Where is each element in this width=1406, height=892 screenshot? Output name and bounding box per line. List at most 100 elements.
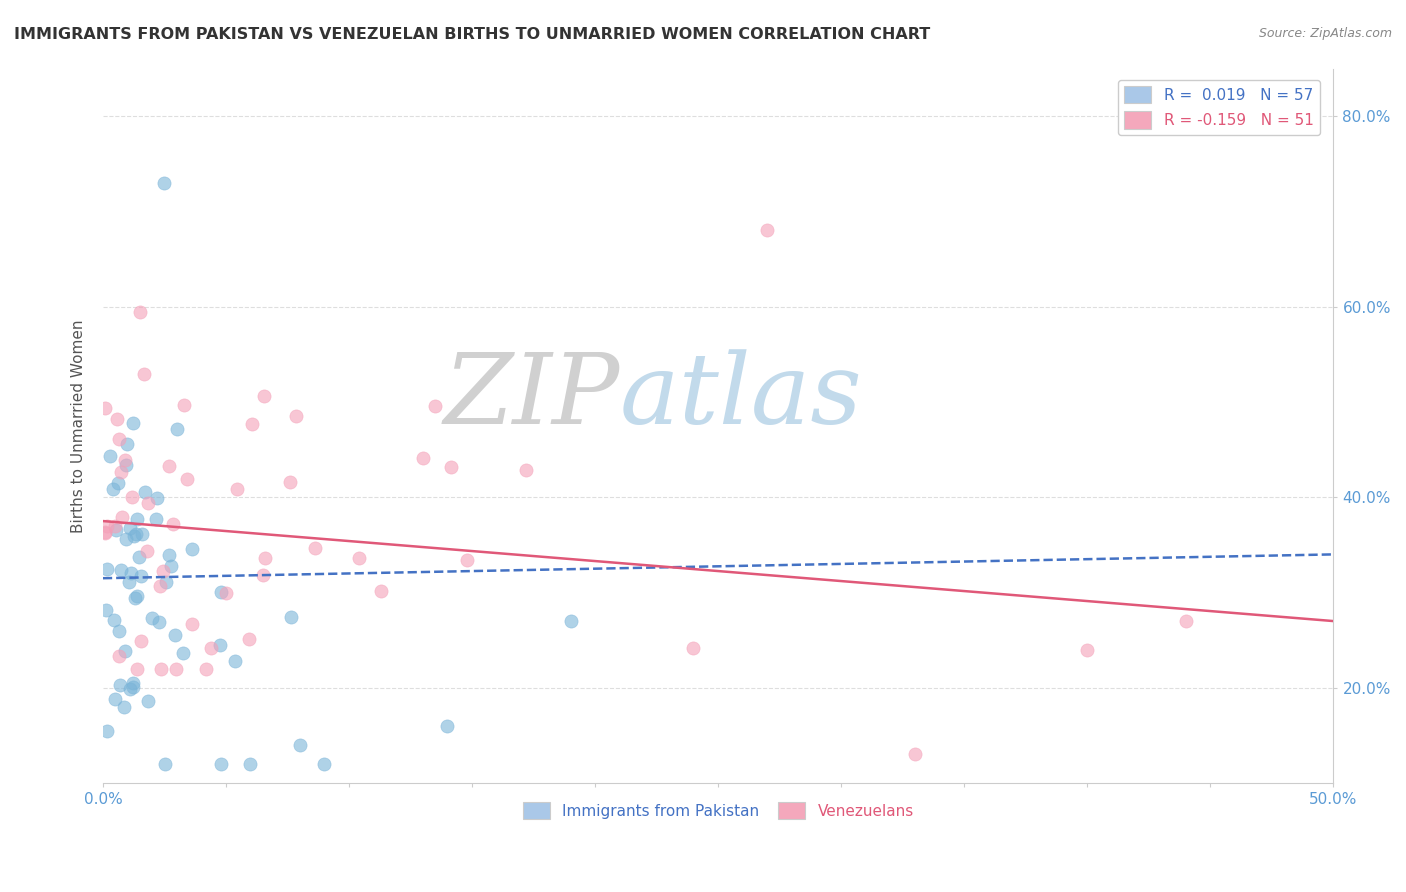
Point [153, 176, 176, 190]
Point [129, 634, 152, 648]
Point [96, 562, 118, 576]
Point [176, 472, 198, 486]
Point [94, 401, 117, 415]
Point [128, 550, 150, 565]
Point [125, 662, 148, 676]
Point [108, 677, 131, 691]
Text: Source: ZipAtlas.com: Source: ZipAtlas.com [1258, 27, 1392, 40]
Point [120, 681, 142, 696]
Point [208, 638, 231, 652]
Point [104, 692, 127, 706]
Text: atlas: atlas [620, 350, 862, 445]
Point [904, 747, 927, 762]
Point [173, 398, 195, 412]
Point [436, 719, 458, 733]
Point [120, 566, 142, 581]
Point [280, 610, 302, 624]
Point [105, 412, 128, 426]
Point [145, 512, 167, 526]
Point [224, 654, 246, 668]
Point [110, 465, 132, 479]
Point [215, 586, 238, 600]
Point [118, 521, 141, 535]
Point [103, 613, 125, 627]
Legend: Immigrants from Pakistan, Venezuelans: Immigrants from Pakistan, Venezuelans [516, 796, 920, 825]
Point [253, 389, 276, 403]
Point [122, 675, 145, 690]
Point [127, 511, 149, 525]
Point [110, 563, 132, 577]
Point [370, 583, 392, 598]
Point [108, 433, 131, 447]
Point [124, 591, 146, 605]
Point [560, 614, 582, 628]
Point [104, 518, 127, 533]
Point [114, 644, 136, 658]
Point [172, 646, 194, 660]
Point [98, 450, 121, 464]
Point [425, 399, 447, 413]
Point [280, 475, 302, 489]
Point [148, 615, 170, 629]
Point [252, 568, 274, 582]
Point [240, 417, 263, 431]
Point [1174, 614, 1197, 628]
Point [226, 483, 249, 497]
Point [288, 738, 311, 752]
Point [160, 558, 183, 573]
Point [121, 490, 143, 504]
Point [304, 541, 326, 555]
Point [108, 648, 131, 663]
Point [314, 756, 336, 771]
Point [440, 459, 463, 474]
Point [135, 543, 157, 558]
Point [96, 723, 118, 738]
Point [180, 616, 202, 631]
Point [149, 662, 172, 676]
Point [149, 579, 172, 593]
Point [132, 368, 155, 382]
Point [756, 223, 779, 237]
Point [107, 475, 129, 490]
Point [104, 523, 127, 537]
Point [96, 602, 118, 616]
Point [146, 491, 169, 506]
Point [162, 516, 184, 531]
Point [125, 589, 148, 603]
Point [108, 624, 131, 639]
Point [200, 640, 222, 655]
Point [118, 575, 141, 590]
Point [101, 482, 124, 496]
Point [159, 548, 181, 562]
Point [166, 422, 188, 436]
Point [239, 756, 262, 771]
Point [347, 550, 370, 565]
Point [134, 485, 156, 500]
Point [195, 662, 218, 676]
Point [238, 632, 260, 647]
Point [121, 417, 143, 431]
Point [136, 496, 159, 510]
Point [157, 458, 180, 473]
Point [114, 533, 136, 547]
Point [122, 529, 145, 543]
Point [412, 450, 434, 465]
Point [515, 463, 537, 477]
Point [155, 756, 177, 771]
Point [456, 553, 478, 567]
Text: ZIP: ZIP [443, 350, 620, 445]
Point [129, 568, 152, 582]
Point [112, 699, 135, 714]
Point [152, 565, 174, 579]
Point [96, 519, 118, 533]
Point [111, 509, 134, 524]
Point [136, 694, 159, 708]
Point [253, 550, 276, 565]
Point [141, 610, 163, 624]
Point [115, 437, 138, 451]
Point [682, 640, 704, 655]
Point [94, 525, 117, 540]
Point [125, 526, 148, 541]
Point [128, 305, 150, 319]
Text: IMMIGRANTS FROM PAKISTAN VS VENEZUELAN BIRTHS TO UNMARRIED WOMEN CORRELATION CHA: IMMIGRANTS FROM PAKISTAN VS VENEZUELAN B… [14, 27, 931, 42]
